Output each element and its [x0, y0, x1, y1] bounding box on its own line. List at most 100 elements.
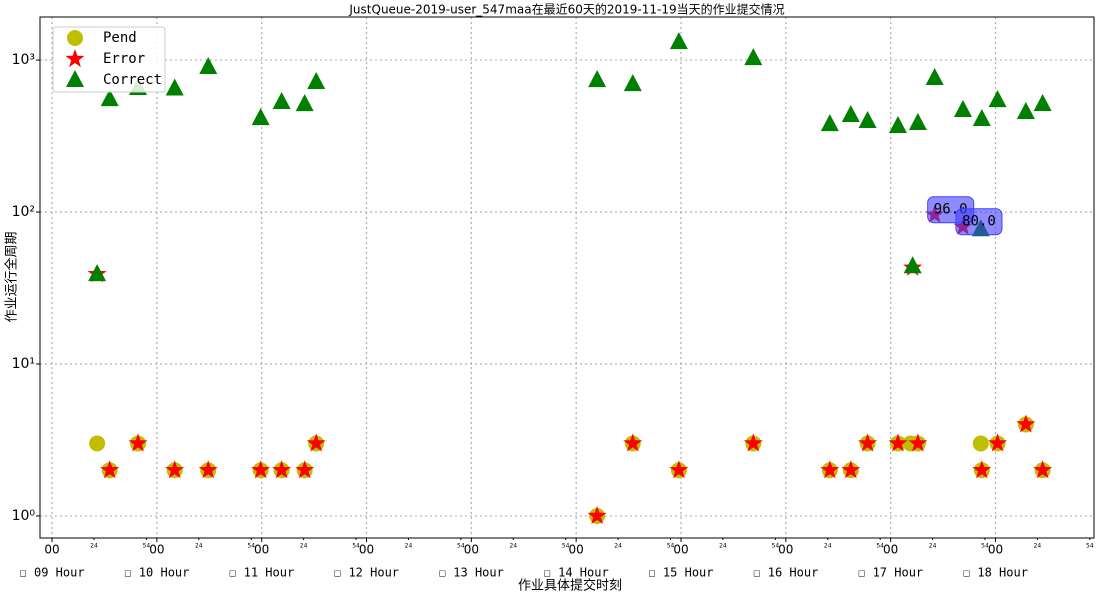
x-tick-label: 00: [569, 543, 584, 557]
legend-label: Pend: [103, 30, 137, 46]
hour-label: ☐ 18 Hour: [963, 566, 1028, 580]
point: [272, 91, 291, 109]
point: [858, 111, 877, 129]
x-minor-tick-label: 24: [405, 543, 413, 550]
point: [128, 433, 148, 452]
x-axis-label: 作业具体提交时刻: [518, 578, 622, 594]
legend-marker: [66, 70, 84, 87]
annotation: 80.0: [955, 208, 1003, 236]
x-minor-tick-label: 24: [1034, 543, 1042, 550]
hour-label: ☐ 13 Hour: [439, 566, 504, 580]
x-tick-label: 00: [778, 543, 793, 557]
x-minor-tick-label: 54: [457, 543, 465, 550]
annotation-box: [955, 208, 1003, 236]
x-tick-label: 00: [883, 543, 898, 557]
point: [903, 256, 922, 274]
x-tick-label: 00: [149, 543, 164, 557]
y-tick-label: 10³: [12, 52, 35, 68]
point: [1016, 414, 1036, 433]
x-minor-tick-label: 24: [824, 543, 832, 550]
point: [165, 78, 184, 96]
hour-label: ☐ 10 Hour: [124, 566, 189, 580]
point: [744, 48, 763, 66]
hour-label: ☐ 17 Hour: [858, 566, 923, 580]
x-minor-tick-label: 24: [195, 543, 203, 550]
x-minor-tick-label: 54: [352, 543, 360, 550]
point: [908, 113, 927, 131]
point: [925, 67, 944, 85]
y-tick-label: 10²: [12, 204, 35, 220]
point: [623, 433, 643, 452]
x-minor-tick-label: 54: [981, 543, 989, 550]
x-minor-tick-label: 54: [772, 543, 780, 550]
point: [988, 90, 1007, 108]
point: [972, 109, 991, 127]
point: [587, 506, 607, 524]
hour-label: ☐ 09 Hour: [20, 566, 85, 580]
point: [295, 94, 314, 112]
x-minor-tick-label: 54: [247, 543, 255, 550]
x-minor-tick-label: 54: [667, 543, 675, 550]
point: [89, 435, 106, 452]
point: [295, 460, 315, 479]
point: [623, 74, 642, 92]
point: [199, 57, 218, 75]
point: [198, 460, 218, 479]
legend: Pend Error Correct: [52, 26, 166, 93]
point: [988, 433, 1008, 452]
hour-label: ☐ 11 Hour: [229, 566, 294, 580]
point: [307, 72, 326, 90]
point: [908, 433, 928, 452]
point: [743, 433, 763, 452]
legend-label: Correct: [103, 72, 162, 88]
point: [841, 460, 861, 479]
x-minor-tick-label: 24: [614, 543, 622, 550]
point: [820, 460, 840, 479]
x-minor-tick-label: 54: [1086, 543, 1094, 550]
x-tick-label: 00: [44, 543, 59, 557]
point: [100, 89, 119, 107]
hour-label: ☐ 14 Hour: [544, 566, 609, 580]
legend-marker: [65, 49, 85, 68]
x-tick-label: 00: [988, 543, 1003, 557]
point: [1033, 460, 1053, 479]
point: [306, 433, 326, 452]
point: [858, 433, 878, 452]
x-minor-tick-label: 24: [509, 543, 517, 550]
hour-label: ☐ 12 Hour: [334, 566, 399, 580]
plot-frame: [39, 16, 1095, 539]
x-minor-tick-label: 24: [719, 543, 727, 550]
point: [251, 108, 270, 126]
point: [251, 460, 271, 479]
y-tick-label: 10¹: [12, 356, 35, 372]
point: [888, 433, 908, 452]
x-minor-tick-label: 54: [876, 543, 884, 550]
annotation: 96.0: [927, 196, 975, 224]
x-minor-tick-label: 24: [929, 543, 937, 550]
point: [953, 100, 972, 118]
annotation-label: 80.0: [962, 214, 996, 230]
x-minor-tick-label: 54: [143, 543, 151, 550]
y-axis-label: 作业运行全周期: [4, 231, 20, 322]
hour-label: ☐ 16 Hour: [753, 566, 818, 580]
point: [841, 104, 860, 122]
hour-label: ☐ 15 Hour: [648, 566, 713, 580]
point: [88, 264, 107, 282]
point: [669, 32, 688, 50]
x-tick-label: 00: [464, 543, 479, 557]
point: [1033, 93, 1052, 111]
point: [972, 460, 992, 479]
legend-label: Error: [103, 51, 145, 67]
point: [888, 116, 907, 134]
x-tick-label: 00: [673, 543, 688, 557]
x-minor-tick-label: 24: [300, 543, 308, 550]
point: [1016, 102, 1035, 120]
x-minor-tick-label: 24: [90, 543, 98, 550]
x-minor-tick-label: 54: [562, 543, 570, 550]
series: [88, 32, 1052, 282]
x-tick-label: 00: [359, 543, 374, 557]
legend-marker: [67, 30, 83, 46]
point: [588, 70, 607, 88]
